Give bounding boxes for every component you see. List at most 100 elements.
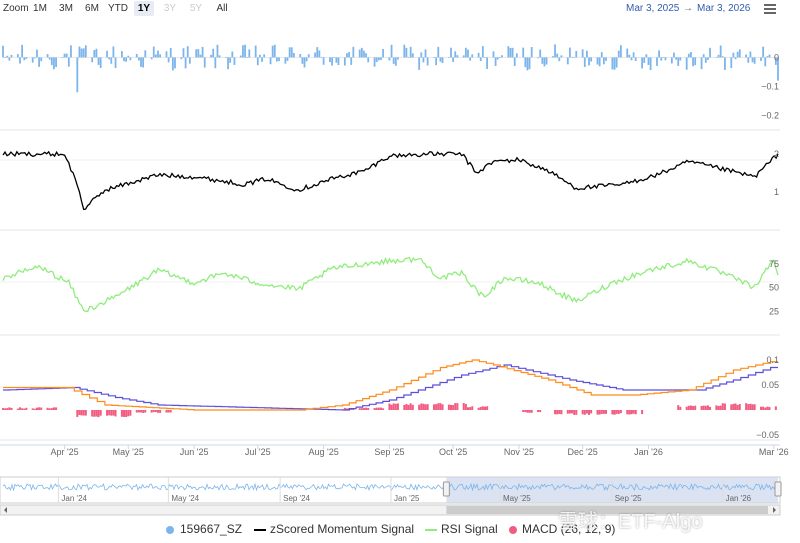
- macd-histogram-bar: [127, 410, 130, 417]
- macd-histogram-bar: [33, 408, 36, 410]
- y-tick-label: 75: [769, 259, 779, 269]
- return-bar: [407, 56, 410, 58]
- return-bar: [732, 52, 735, 58]
- scroll-left-icon: [4, 507, 7, 513]
- return-bar: [615, 57, 618, 68]
- return-bar: [225, 57, 227, 59]
- return-bar: [91, 57, 94, 63]
- navigator[interactable]: Jan '24 May '24 Sep '24 Jan '25 May '25 Sep '…: [0, 476, 782, 516]
- return-bar: [159, 54, 162, 58]
- return-bar: [227, 57, 229, 70]
- return-bar: [420, 52, 423, 58]
- return-bar: [38, 57, 40, 67]
- navigator-scrollbar: [0, 504, 781, 516]
- macd-histogram-bar: [585, 410, 588, 414]
- range-button-6m[interactable]: 6M: [85, 3, 99, 14]
- macd-histogram-bar: [165, 410, 168, 413]
- return-bar: [318, 50, 321, 58]
- return-bar: [316, 47, 319, 58]
- macd-histogram-bar: [774, 406, 777, 410]
- return-bar: [256, 57, 259, 66]
- return-bar: [596, 57, 599, 65]
- macd-histogram-bar: [598, 410, 601, 415]
- x-tick-label: May '25: [113, 447, 144, 457]
- macd-histogram-bar: [700, 405, 703, 410]
- macd-histogram-bar: [715, 405, 718, 410]
- legend-item-macd[interactable]: MACD (26, 12, 9): [522, 522, 616, 536]
- macd-histogram-bar: [411, 404, 414, 410]
- range-from-date[interactable]: Mar 3, 2025: [626, 3, 680, 14]
- return-bar: [704, 57, 707, 63]
- range-selector-toolbar: Zoom 1M 3M 6M YTD 1Y 3Y 5Y All Mar 3, 20…: [0, 0, 800, 18]
- macd-histogram-bar: [114, 410, 117, 417]
- range-button-ytd[interactable]: YTD: [108, 3, 128, 14]
- macd-histogram-bar: [120, 410, 123, 417]
- return-bar: [656, 57, 658, 66]
- macd-histogram-bar: [159, 410, 162, 413]
- macd-histogram-bar: [526, 410, 529, 413]
- return-bar: [422, 57, 425, 63]
- return-bar: [203, 57, 206, 68]
- y-tick-label: 0.1: [766, 355, 779, 365]
- return-bar: [611, 57, 614, 70]
- macd-histogram-bar: [157, 410, 159, 413]
- range-to-date[interactable]: Mar 3, 2026: [697, 3, 751, 14]
- range-button-3y[interactable]: 3Y: [163, 3, 177, 14]
- range-button-all[interactable]: All: [216, 3, 228, 14]
- return-bar: [736, 51, 739, 58]
- return-bar: [641, 57, 644, 69]
- return-bar: [700, 57, 703, 70]
- return-bar: [269, 57, 272, 65]
- macd-histogram-bar: [396, 403, 399, 410]
- return-bar: [437, 46, 440, 58]
- return-bar: [571, 56, 573, 58]
- macd-histogram-bar: [123, 410, 126, 417]
- return-bar: [152, 46, 155, 58]
- macd-histogram-bar: [8, 407, 11, 410]
- range-button-1y[interactable]: 1Y: [134, 1, 154, 16]
- range-button-3m[interactable]: 3M: [59, 3, 73, 14]
- return-bar: [288, 47, 291, 58]
- y-tick-label: 50: [769, 283, 779, 293]
- grid-lines: [0, 56, 780, 441]
- return-bar: [375, 57, 378, 63]
- macd-histogram-bar: [55, 407, 58, 410]
- navigator-tick-label: May '24: [171, 494, 199, 503]
- return-bar: [246, 57, 249, 58]
- y-tick-label: 25: [769, 306, 779, 316]
- return-bar: [747, 57, 750, 63]
- macd-histogram-bar: [403, 404, 406, 410]
- return-bar: [157, 50, 159, 58]
- macd-histogram-bar: [424, 404, 427, 410]
- range-button-5y[interactable]: 5Y: [189, 3, 203, 14]
- return-bar: [329, 57, 331, 63]
- legend-item-momentum[interactable]: zScored Momentum Signal: [270, 522, 415, 536]
- return-bar: [768, 54, 771, 58]
- menu-icon[interactable]: [764, 4, 776, 14]
- y-tick-label: 2: [774, 149, 779, 159]
- return-bar: [719, 45, 722, 58]
- return-bar: [724, 57, 726, 70]
- legend-item-returns[interactable]: 159667_SZ: [180, 522, 243, 536]
- macd-histogram-bar: [687, 405, 690, 410]
- return-bar: [299, 54, 302, 58]
- macd-histogram-bar: [717, 405, 720, 410]
- return-bar: [110, 57, 113, 64]
- return-bar: [273, 44, 276, 58]
- macd-histogram-bar: [522, 410, 525, 413]
- legend-item-rsi[interactable]: RSI Signal: [441, 522, 498, 536]
- macd-histogram-bar: [456, 403, 459, 410]
- return-bar: [530, 47, 533, 58]
- return-bar: [201, 46, 204, 58]
- range-button-1m[interactable]: 1M: [33, 3, 47, 14]
- return-bar: [84, 45, 87, 58]
- return-bar: [388, 57, 391, 61]
- macd-histogram-bar: [477, 407, 480, 410]
- navigator-handle: [774, 481, 782, 497]
- return-bar: [343, 57, 346, 66]
- return-bar: [154, 54, 157, 58]
- return-bar: [456, 55, 459, 58]
- x-tick-label: Jan '26: [634, 447, 663, 457]
- macd-histogram-bar: [469, 407, 472, 410]
- return-bar: [692, 57, 694, 67]
